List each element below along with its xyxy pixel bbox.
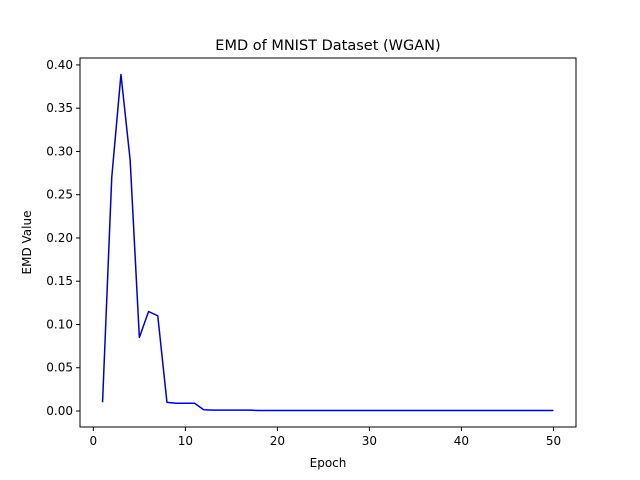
x-axis-label: Epoch (310, 456, 347, 470)
y-tick-label: 0.15 (46, 274, 73, 288)
y-tick-label: 0.30 (46, 144, 73, 158)
y-tick-label: 0.25 (46, 188, 73, 202)
x-tick-label: 50 (546, 434, 561, 448)
y-tick-label: 0.00 (46, 404, 73, 418)
series-line (101, 73, 554, 412)
x-tick-label: 40 (454, 434, 469, 448)
x-tick-label: 10 (178, 434, 193, 448)
x-axis: 0 10 20 30 40 50 (90, 427, 561, 448)
y-tick-label: 0.05 (46, 361, 73, 375)
y-tick-label: 0.10 (46, 317, 73, 331)
y-tick-label: 0.35 (46, 101, 73, 115)
x-tick-label: 0 (90, 434, 98, 448)
chart-title: EMD of MNIST Dataset (WGAN) (215, 38, 440, 54)
y-tick-label: 0.20 (46, 231, 73, 245)
y-axis: 0.00 0.05 0.10 0.15 0.20 0.25 0.30 0.35 0.40 (46, 58, 80, 418)
plot-area (101, 73, 554, 412)
plot-frame (79, 57, 577, 428)
x-tick-label: 30 (362, 434, 377, 448)
y-axis-label: EMD Value (20, 211, 34, 275)
y-tick-label: 0.40 (46, 58, 73, 72)
x-tick-label: 20 (270, 434, 285, 448)
